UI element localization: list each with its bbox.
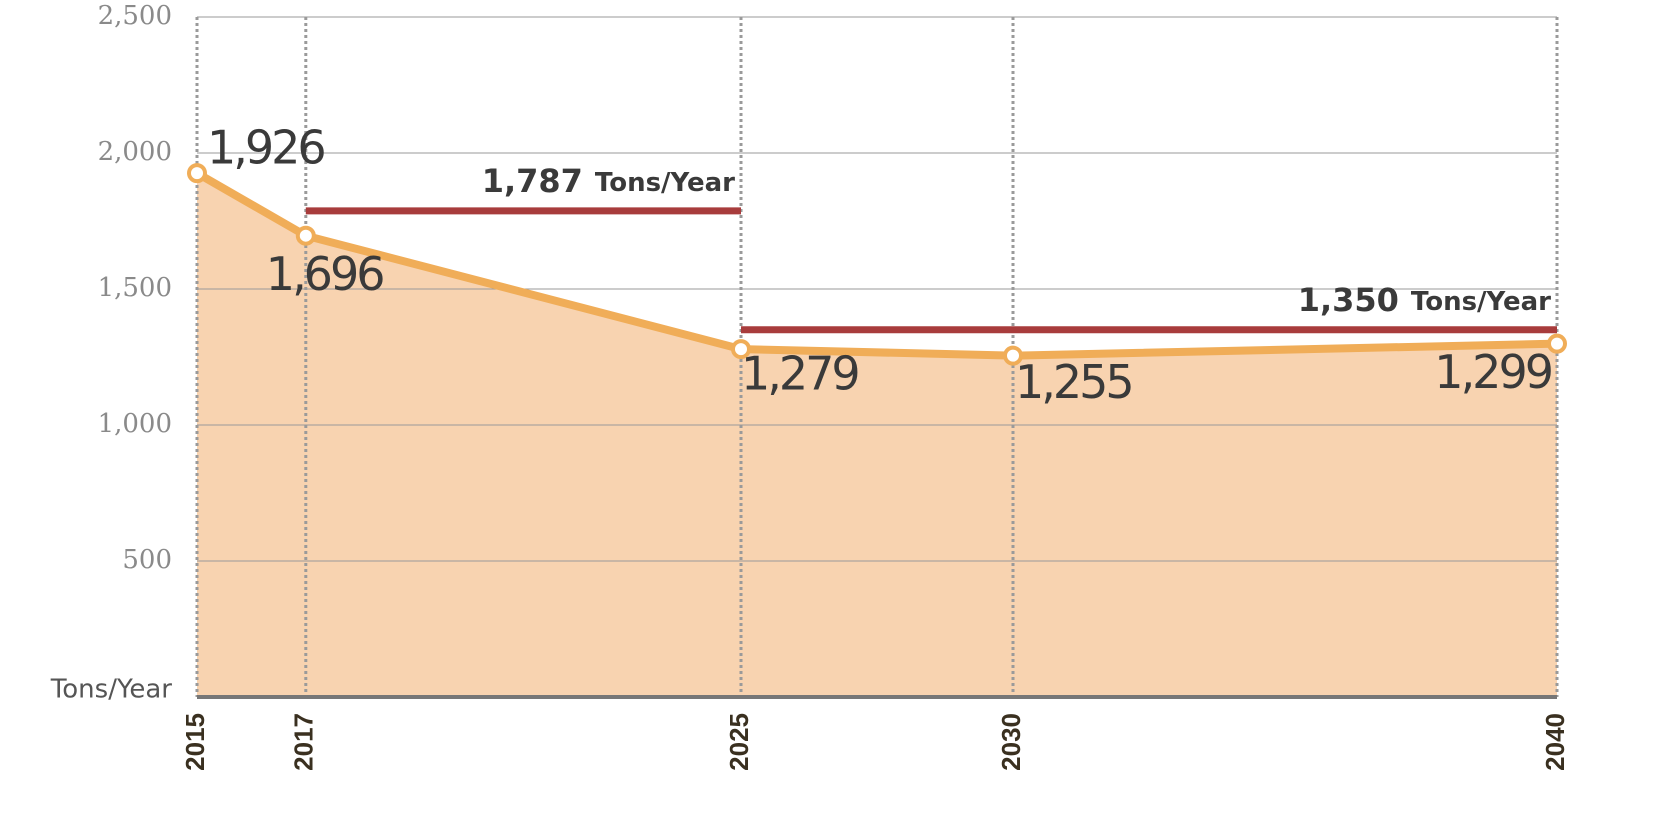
reference-value: 1,350 [1298,281,1399,319]
data-label: 1,926 [207,121,324,175]
area [197,173,1557,698]
y-tick-label: 2,500 [98,1,172,31]
x-tick-label: 2017 [289,713,319,771]
data-label: 1,696 [266,247,383,301]
data-label: 1,279 [741,347,858,401]
x-tick-label: 2015 [180,713,210,771]
y-tick-label: 1,500 [98,273,172,303]
x-tick-label: 2030 [996,713,1026,771]
y-axis-label: Tons/Year [50,675,173,705]
reference-value: 1,787 [482,162,583,200]
data-label: 1,299 [1434,345,1551,399]
x-tick-label: 2040 [1540,713,1570,771]
reference-label: 1,350 Tons/Year [1298,281,1551,319]
point [1003,345,1023,366]
y-tick-label: 1,000 [98,409,172,439]
point [1547,333,1567,354]
x-tick-label: 2025 [724,713,754,771]
data-label: 1,255 [1015,355,1132,409]
y-tick-label: 500 [122,545,172,575]
point [295,225,316,246]
reference-unit: Tons/Year [595,167,735,197]
point [731,339,751,360]
reference-label: 1,787 Tons/Year [482,162,735,200]
y-tick-label: 2,000 [98,137,172,167]
point [187,163,207,184]
reference-unit: Tons/Year [1411,286,1551,316]
